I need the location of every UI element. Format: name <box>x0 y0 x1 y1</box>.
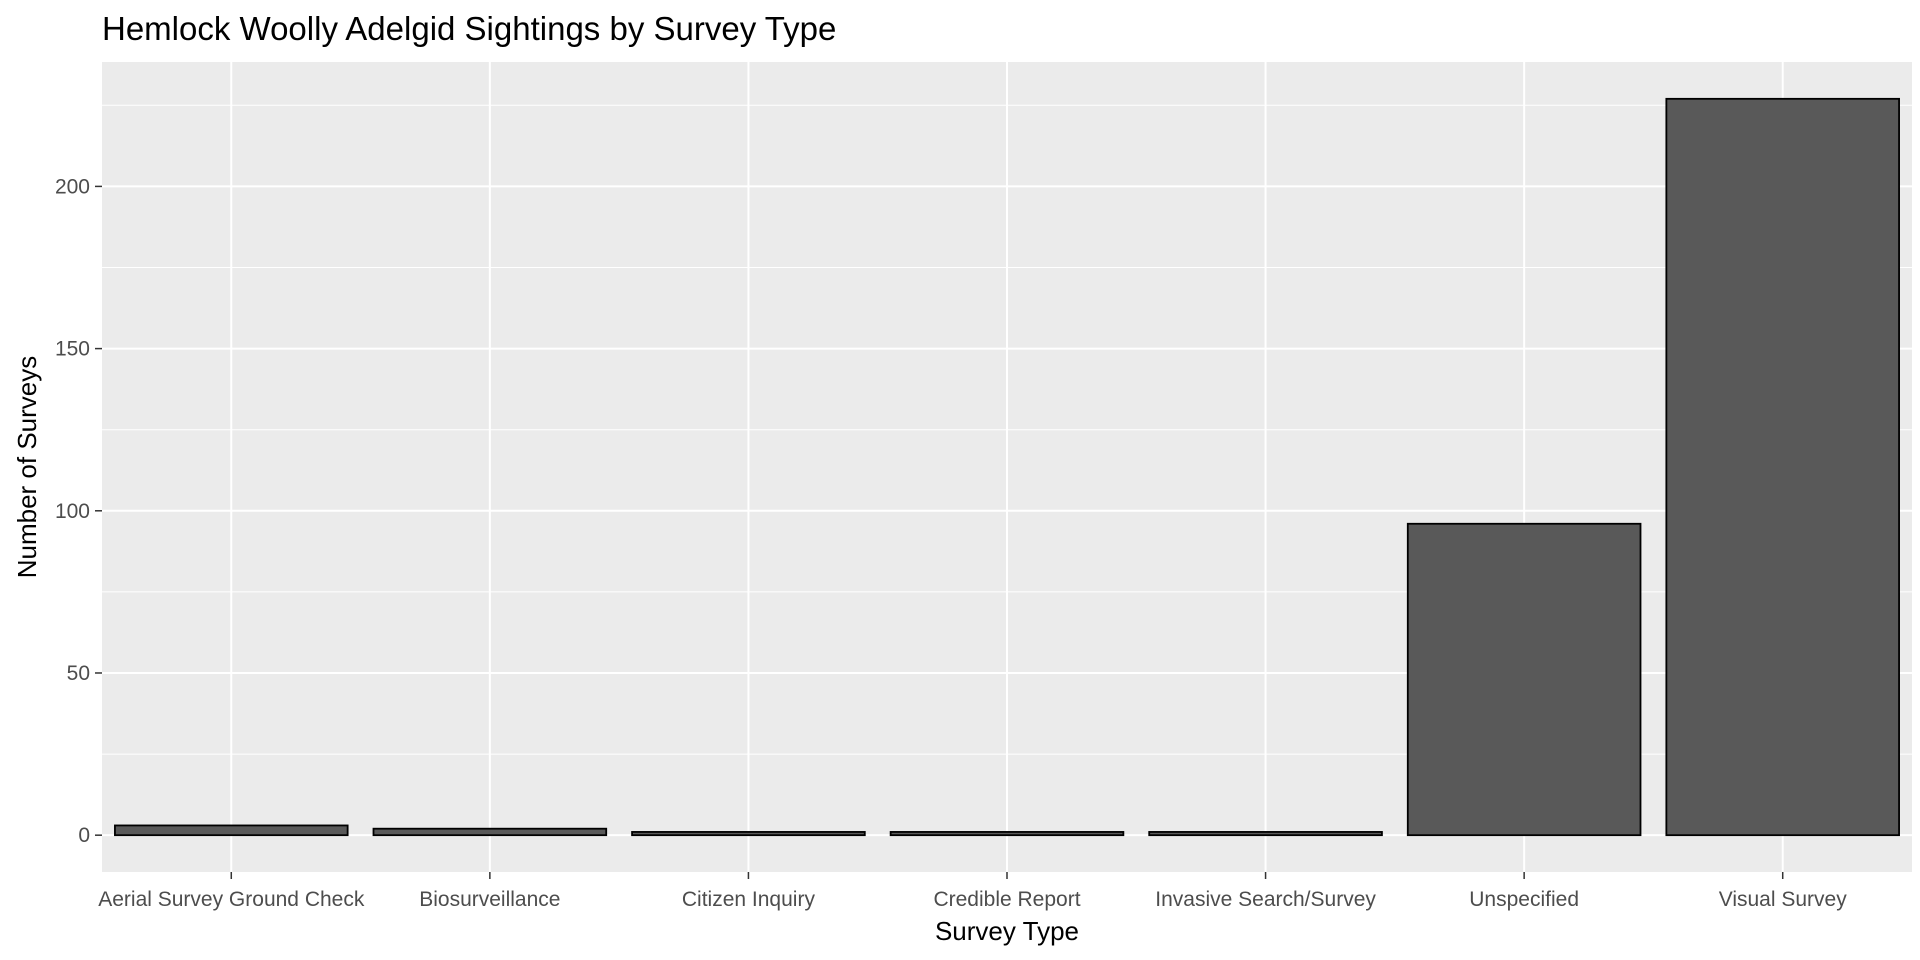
bar <box>631 831 866 837</box>
x-tick-label: Citizen Inquiry <box>682 888 816 911</box>
bar <box>889 831 1125 837</box>
x-tick-label: Biosurveillance <box>419 888 560 911</box>
bar <box>372 827 608 837</box>
bars <box>114 97 1900 837</box>
y-axis: 0 50 100 150 200 <box>55 175 102 847</box>
bar <box>1665 97 1900 837</box>
bar <box>1406 522 1642 837</box>
x-tick-label: Aerial Survey Ground Check <box>98 888 365 911</box>
x-axis-title: Survey Type <box>935 916 1079 946</box>
y-tick-label: 100 <box>55 500 90 523</box>
x-tick-label: Visual Survey <box>1719 888 1848 911</box>
y-axis-title: Number of Surveys <box>12 356 42 579</box>
bar <box>114 824 349 837</box>
x-tick-label: Invasive Search/Survey <box>1155 888 1376 911</box>
x-tick-label: Credible Report <box>933 888 1080 911</box>
chart-title: Hemlock Woolly Adelgid Sightings by Surv… <box>102 10 836 47</box>
y-tick-label: 50 <box>67 662 90 685</box>
x-tick-label: Unspecified <box>1469 888 1579 911</box>
y-tick-label: 150 <box>55 338 90 361</box>
y-tick-label: 0 <box>78 824 90 847</box>
x-axis: Aerial Survey Ground Check Biosurveillanc… <box>98 872 1847 911</box>
y-tick-label: 200 <box>55 175 90 198</box>
bar <box>1148 831 1383 837</box>
